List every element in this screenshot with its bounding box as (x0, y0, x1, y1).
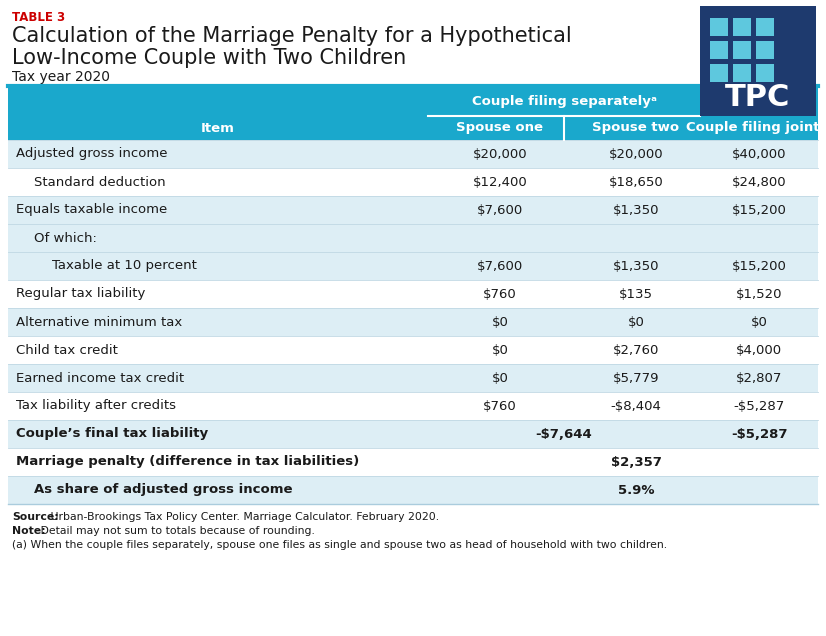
Text: $5,779: $5,779 (613, 371, 659, 385)
Bar (8, 448, 818, 476)
Text: $760: $760 (483, 399, 517, 413)
Text: $20,000: $20,000 (609, 148, 663, 160)
Text: $1,350: $1,350 (613, 259, 659, 272)
Text: Spouse two: Spouse two (592, 121, 680, 134)
Text: $15,200: $15,200 (732, 259, 786, 272)
Bar (8, 280, 818, 308)
Text: $1,350: $1,350 (613, 204, 659, 216)
Text: $760: $760 (483, 287, 517, 300)
Bar (8, 364, 818, 392)
Text: $7,600: $7,600 (477, 259, 523, 272)
Bar (8, 196, 818, 224)
Text: $1,520: $1,520 (736, 287, 782, 300)
Text: Low-Income Couple with Two Children: Low-Income Couple with Two Children (12, 48, 406, 68)
Text: Urban-Brookings Tax Policy Center. Marriage Calculator. February 2020.: Urban-Brookings Tax Policy Center. Marri… (47, 512, 439, 522)
Bar (710, 64, 728, 82)
Text: -$5,287: -$5,287 (731, 427, 787, 441)
Text: $2,357: $2,357 (610, 455, 662, 469)
Bar (8, 308, 818, 336)
Bar (733, 41, 751, 59)
Text: Earned income tax credit: Earned income tax credit (16, 371, 184, 385)
Text: Calculation of the Marriage Penalty for a Hypothetical: Calculation of the Marriage Penalty for … (12, 26, 572, 46)
Bar (8, 140, 818, 168)
Bar (756, 41, 774, 59)
Text: TABLE 3: TABLE 3 (12, 11, 65, 24)
Text: Item: Item (201, 121, 235, 134)
Text: $135: $135 (619, 287, 653, 300)
Text: $4,000: $4,000 (736, 343, 782, 357)
Bar (8, 86, 818, 140)
Text: Regular tax liability: Regular tax liability (16, 287, 145, 300)
Bar (756, 64, 774, 82)
Text: $0: $0 (628, 315, 644, 329)
Text: As share of adjusted gross income: As share of adjusted gross income (34, 483, 292, 497)
Text: $0: $0 (491, 315, 509, 329)
Text: $15,200: $15,200 (732, 204, 786, 216)
Text: Alternative minimum tax: Alternative minimum tax (16, 315, 183, 329)
Text: Marriage penalty (difference in tax liabilities): Marriage penalty (difference in tax liab… (16, 455, 359, 469)
Text: $2,807: $2,807 (736, 371, 782, 385)
Text: Couple filing separatelyᵃ: Couple filing separatelyᵃ (472, 95, 657, 107)
Bar (8, 336, 818, 364)
Text: Of which:: Of which: (34, 232, 97, 244)
Bar (710, 18, 728, 36)
Bar (8, 252, 818, 280)
Text: Detail may not sum to totals because of rounding.: Detail may not sum to totals because of … (37, 526, 315, 536)
Text: $0: $0 (491, 343, 509, 357)
Text: $0: $0 (751, 315, 767, 329)
Text: Adjusted gross income: Adjusted gross income (16, 148, 168, 160)
Text: $0: $0 (491, 371, 509, 385)
Bar (8, 168, 818, 196)
Text: $7,600: $7,600 (477, 204, 523, 216)
Text: $2,760: $2,760 (613, 343, 659, 357)
Text: Couple filing jointly: Couple filing jointly (686, 121, 826, 134)
Bar (733, 18, 751, 36)
Text: Note:: Note: (12, 526, 45, 536)
Text: TPC: TPC (725, 83, 790, 113)
Text: Taxable at 10 percent: Taxable at 10 percent (52, 259, 197, 272)
Text: Couple’s final tax liability: Couple’s final tax liability (16, 427, 208, 441)
Text: $20,000: $20,000 (472, 148, 527, 160)
Text: Tax liability after credits: Tax liability after credits (16, 399, 176, 413)
Text: -$5,287: -$5,287 (733, 399, 785, 413)
Text: 5.9%: 5.9% (618, 483, 654, 497)
Bar (700, 6, 816, 116)
Bar (710, 41, 728, 59)
Text: $12,400: $12,400 (472, 176, 527, 188)
Bar (8, 392, 818, 420)
Text: Spouse one: Spouse one (457, 121, 544, 134)
Bar (733, 64, 751, 82)
Text: $24,800: $24,800 (732, 176, 786, 188)
Text: -$7,644: -$7,644 (535, 427, 592, 441)
Bar (8, 476, 818, 504)
Text: Child tax credit: Child tax credit (16, 343, 118, 357)
Text: Equals taxable income: Equals taxable income (16, 204, 167, 216)
Bar (8, 420, 818, 448)
Text: $40,000: $40,000 (732, 148, 786, 160)
Bar (8, 224, 818, 252)
Bar (756, 18, 774, 36)
Text: Standard deduction: Standard deduction (34, 176, 166, 188)
Text: Tax year 2020: Tax year 2020 (12, 70, 110, 84)
Text: (a) When the couple files separately, spouse one files as single and spouse two : (a) When the couple files separately, sp… (12, 540, 667, 550)
Text: Source:: Source: (12, 512, 59, 522)
Text: -$8,404: -$8,404 (610, 399, 662, 413)
Text: $18,650: $18,650 (609, 176, 663, 188)
